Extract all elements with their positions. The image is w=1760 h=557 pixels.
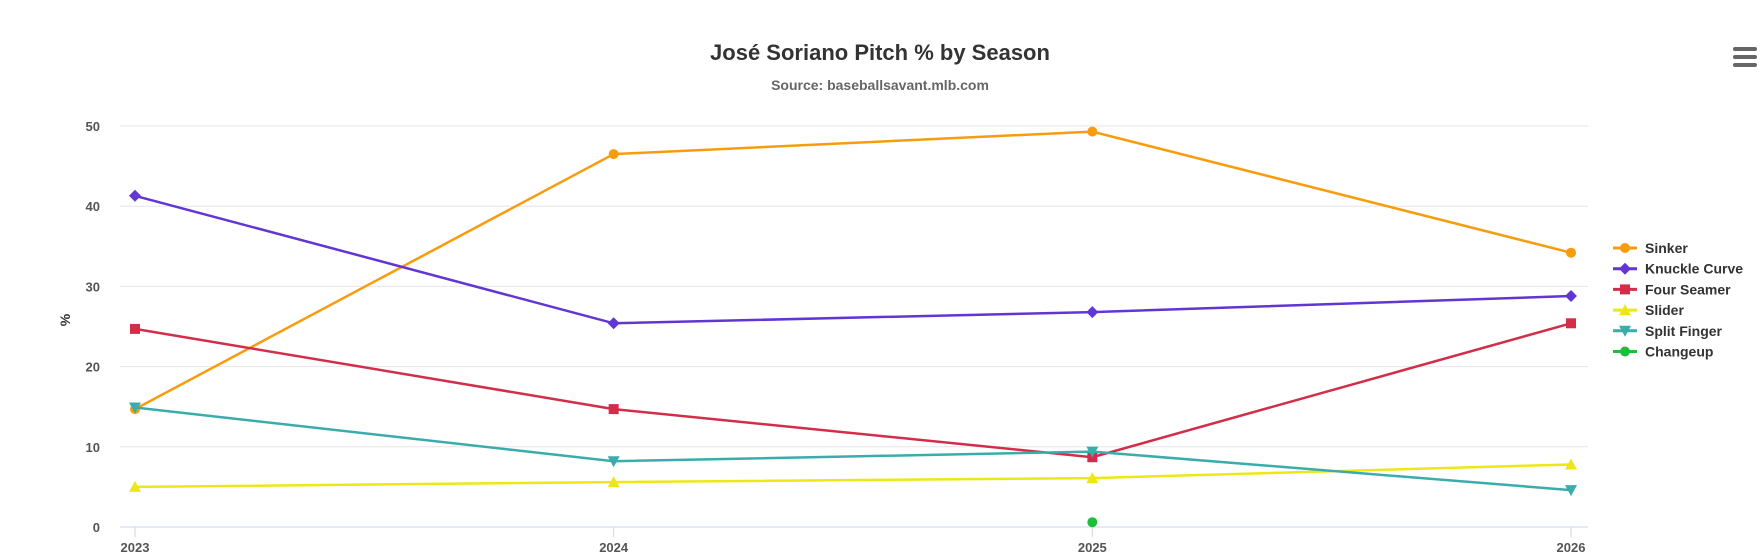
y-tick-label: 40: [86, 199, 100, 214]
series-sinker: [130, 126, 1576, 415]
y-tick-label: 10: [86, 440, 100, 455]
x-tick-label: 2023: [121, 540, 150, 555]
legend-item[interactable]: Sinker: [1613, 240, 1688, 256]
x-tick-label: 2025: [1078, 540, 1107, 555]
legend-item[interactable]: Split Finger: [1613, 323, 1723, 339]
y-axis-label: %: [57, 313, 73, 326]
series-line: [134, 406, 1572, 492]
hamburger-menu-icon[interactable]: [1733, 47, 1757, 67]
series-line: [134, 463, 1572, 489]
series-line: [134, 194, 1572, 325]
data-point: [1565, 485, 1577, 497]
data-point: [1087, 126, 1098, 137]
data-point: [1566, 318, 1576, 329]
data-point: [1086, 446, 1099, 458]
y-tick-label: 30: [86, 279, 100, 294]
data-point: [608, 149, 619, 160]
legend-label: Slider: [1645, 302, 1684, 318]
series-knuckle-curve: [129, 189, 1577, 330]
x-tick-label: 2026: [1557, 540, 1586, 555]
chart-subtitle: Source: baseballsavant.mlb.com: [771, 77, 989, 93]
legend-marker: [1620, 346, 1630, 357]
data-point: [608, 404, 619, 415]
legend-marker: [1619, 262, 1631, 275]
series-slider: [129, 458, 1577, 492]
legend-label: Changeup: [1645, 344, 1713, 360]
legend-marker: [1620, 284, 1630, 295]
legend-marker: [1619, 325, 1631, 337]
x-tick-label: 2024: [599, 540, 629, 555]
legend-item[interactable]: Slider: [1613, 302, 1684, 318]
legend-label: Knuckle Curve: [1645, 261, 1743, 277]
data-point: [1086, 472, 1099, 484]
data-point: [130, 323, 140, 334]
data-point: [129, 189, 141, 202]
y-tick-label: 50: [86, 119, 100, 134]
legend-label: Split Finger: [1645, 323, 1723, 339]
legend-item[interactable]: Four Seamer: [1613, 281, 1731, 297]
legend-label: Four Seamer: [1645, 281, 1731, 297]
series-line: [134, 322, 1572, 459]
data-point: [129, 480, 141, 492]
y-tick-label: 20: [86, 360, 100, 375]
series-line: [134, 130, 1572, 411]
data-point: [607, 476, 620, 488]
legend-item[interactable]: Changeup: [1613, 344, 1713, 360]
y-tick-label: 0: [93, 520, 100, 535]
data-point: [1565, 290, 1577, 303]
data-point: [129, 402, 141, 414]
legend-item[interactable]: Knuckle Curve: [1613, 261, 1743, 277]
data-point: [607, 317, 620, 330]
data-point: [1086, 306, 1099, 319]
legend-marker: [1619, 304, 1631, 316]
series-split-finger: [129, 402, 1577, 497]
data-point: [1087, 517, 1098, 528]
series-changeup: [1087, 517, 1098, 528]
data-point: [607, 456, 620, 468]
chart-title: José Soriano Pitch % by Season: [710, 40, 1050, 65]
legend-marker: [1620, 243, 1630, 253]
data-point: [1565, 458, 1577, 470]
legend-label: Sinker: [1645, 240, 1688, 256]
data-point: [1566, 247, 1576, 258]
series-four-seamer: [130, 318, 1576, 463]
